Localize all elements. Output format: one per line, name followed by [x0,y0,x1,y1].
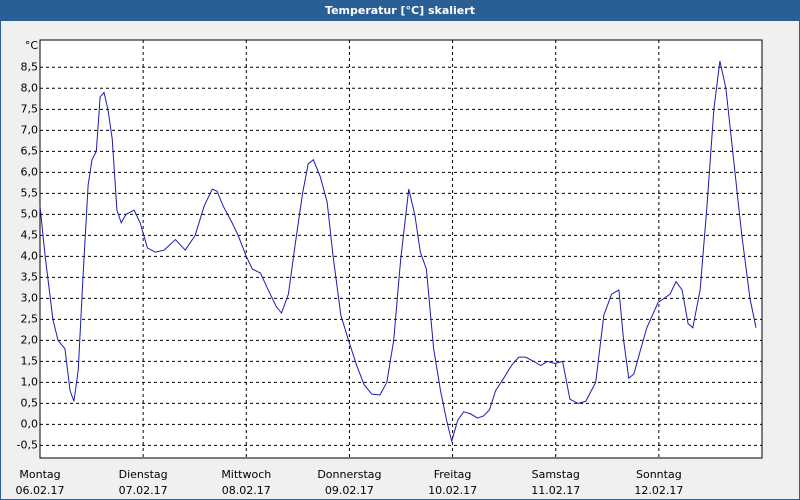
temperature-line [39,60,757,444]
x-tick-label: Sonntag [636,468,682,481]
y-tick-label: 0,5 [21,396,39,409]
y-tick-label: 5,0 [21,207,39,220]
y-tick-label: 8,0 [21,81,39,94]
y-tick-label: 1,5 [21,354,39,367]
y-tick-label: 0,0 [21,417,39,430]
x-tick-label: Donnerstag [317,468,381,481]
plot-area [39,39,763,459]
y-tick-label: 3,0 [21,291,39,304]
y-tick-label: 3,5 [21,270,39,283]
y-tick-label: 6,0 [21,165,39,178]
y-tick-label: 1,0 [21,375,39,388]
x-tick-label: Montag [19,468,60,481]
y-axis-label: °C [25,39,39,52]
chart-title: Temperatur [°C] skaliert [325,4,475,17]
x-tick-label: Freitag [434,468,472,481]
x-tick-sublabel: 07.02.17 [119,484,168,497]
x-tick-label: Samstag [532,468,580,481]
y-tick-label: 7,0 [21,123,39,136]
x-tick-label: Dienstag [119,468,168,481]
y-tick-label: 7,5 [21,102,39,115]
x-tick-sublabel: 08.02.17 [222,484,271,497]
x-tick-sublabel: 06.02.17 [16,484,65,497]
y-tick-label: 2,0 [21,333,39,346]
x-tick-sublabel: 09.02.17 [325,484,374,497]
y-tick-label: -0,5 [17,438,38,451]
y-tick-label: 4,0 [21,249,39,262]
x-tick-sublabel: 11.02.17 [531,484,580,497]
y-tick-label: 2,5 [21,312,39,325]
y-tick-label: 5,5 [21,186,39,199]
x-tick-sublabel: 10.02.17 [428,484,477,497]
x-tick-sublabel: 12.02.17 [634,484,683,497]
y-tick-label: 8,5 [21,60,39,73]
x-tick-label: Mittwoch [221,468,271,481]
y-tick-label: 6,5 [21,144,39,157]
title-bar [0,0,800,21]
y-tick-label: 4,5 [21,228,39,241]
